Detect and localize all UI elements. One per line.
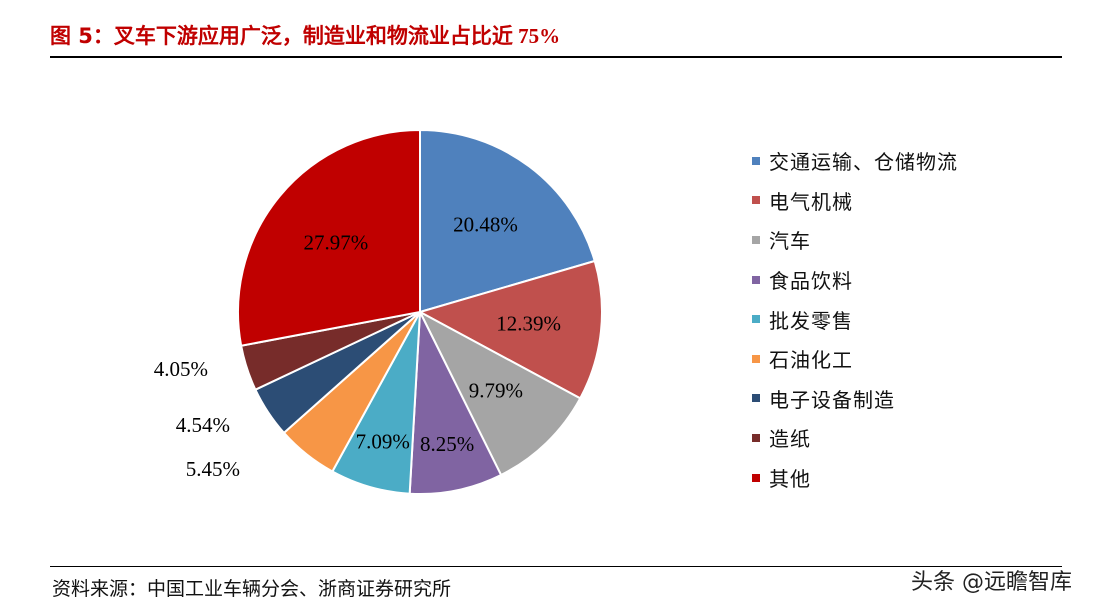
legend-item: 交通运输、仓储物流 — [752, 141, 958, 181]
slice-value-label: 20.48% — [453, 213, 518, 237]
legend-item: 食品饮料 — [752, 260, 958, 300]
pie-labels: 20.48% 12.39% 9.79% 8.25% 7.09% 5.45% 4.54% 4.0… — [154, 213, 561, 481]
legend-label: 其他 — [769, 467, 811, 492]
legend-swatch — [752, 235, 760, 244]
legend-item: 批发零售 — [752, 299, 958, 339]
legend-item: 汽车 — [752, 220, 958, 260]
legend-swatch — [752, 315, 760, 324]
legend-swatch — [752, 196, 760, 205]
legend-swatch — [752, 394, 760, 403]
legend-item: 电气机械 — [752, 181, 958, 221]
figure-title: 图 5：叉车下游应用广泛，制造业和物流业占比近 75% — [50, 20, 560, 50]
legend-label: 石油化工 — [769, 348, 853, 373]
legend-item: 其他 — [752, 458, 958, 498]
legend-label: 电气机械 — [769, 189, 853, 214]
slice-value-label: 4.54% — [176, 413, 230, 437]
legend-swatch — [752, 156, 760, 165]
figure-title-number: 75% — [512, 24, 561, 48]
legend-swatch — [752, 473, 760, 482]
slice-value-label: 5.45% — [186, 457, 240, 481]
legend-swatch — [752, 433, 760, 442]
pie-slice — [419, 128, 596, 314]
legend-item: 造纸 — [752, 418, 958, 458]
legend-label: 批发零售 — [769, 308, 853, 333]
chart-legend: 交通运输、仓储物流 电气机械汽车食品饮料批发零售石油化工电子设备制造 造纸其他 — [752, 141, 958, 497]
legend-swatch — [752, 354, 760, 363]
legend-item: 电子设备制造 — [752, 379, 958, 419]
pie-slices — [236, 128, 603, 496]
slice-value-label: 4.05% — [154, 357, 208, 381]
legend-label: 交通运输、仓储物流 — [769, 150, 958, 175]
pie-slice — [417, 259, 603, 400]
legend-item: 石油化工 — [752, 339, 958, 379]
pie-slice — [236, 128, 421, 347]
legend-label: 食品饮料 — [769, 269, 853, 294]
slice-value-label: 12.39% — [496, 312, 561, 336]
slice-value-label: 8.25% — [420, 432, 474, 456]
legend-label: 汽车 — [769, 229, 811, 254]
legend-label: 电子设备制造 — [769, 387, 895, 412]
legend-label: 造纸 — [769, 427, 811, 452]
legend-swatch — [752, 275, 760, 284]
source-rule — [50, 566, 1062, 567]
title-rule — [50, 56, 1062, 58]
pie-slice — [417, 309, 582, 477]
pie-slice — [408, 308, 503, 496]
slice-value-label: 9.79% — [469, 379, 523, 403]
watermark: 头条 @远瞻智库 — [911, 570, 1072, 595]
figure-title-text: 图 5：叉车下游应用广泛，制造业和物流业占比近 — [50, 24, 513, 48]
slice-value-label: 27.97% — [304, 230, 369, 254]
source-note: 资料来源：中国工业车辆分会、浙商证券研究所 — [52, 578, 452, 600]
slice-value-label: 7.09% — [356, 430, 410, 454]
